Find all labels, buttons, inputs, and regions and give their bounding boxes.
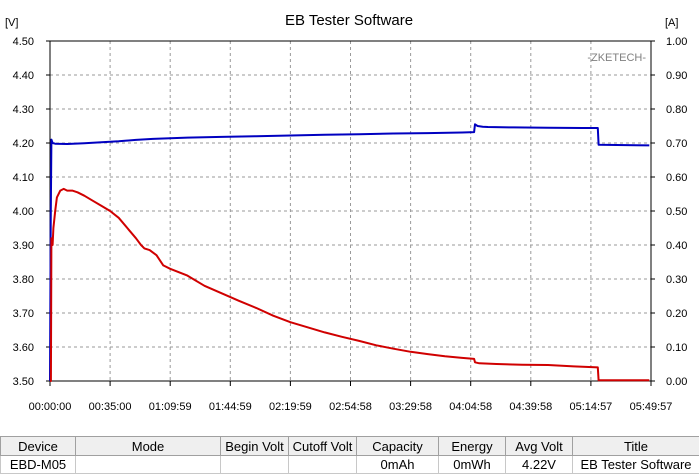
left-tick-label: 4.10 — [13, 172, 34, 184]
right-tick-label: 0.80 — [666, 104, 687, 116]
left-tick-label: 4.30 — [13, 104, 34, 116]
x-tick-label: 01:09:59 — [149, 401, 192, 413]
header-capacity[interactable]: Capacity — [356, 436, 439, 456]
info-table: Device Mode Begin Volt Cutoff Volt Capac… — [0, 436, 699, 474]
x-tick-label: 00:00:00 — [29, 401, 72, 413]
cell-begin-volt — [220, 455, 289, 474]
x-tick-label: 03:29:58 — [389, 401, 432, 413]
right-tick-label: 0.40 — [666, 240, 687, 252]
left-tick-label: 4.40 — [13, 70, 34, 82]
left-tick-label: 4.00 — [13, 206, 34, 218]
x-tick-label: 04:04:58 — [449, 401, 492, 413]
left-tick-label: 4.50 — [13, 36, 34, 48]
header-cutoff-volt[interactable]: Cutoff Volt — [288, 436, 357, 456]
right-tick-label: 0.70 — [666, 138, 687, 150]
voltage-series-line — [49, 123, 650, 382]
right-tick-label: 0.50 — [666, 206, 687, 218]
left-tick-label: 3.90 — [13, 240, 34, 252]
cell-mode — [75, 455, 221, 474]
cell-avg-volt: 4.22V — [505, 455, 573, 474]
right-tick-label: 0.00 — [666, 376, 687, 388]
table-header-row: Device Mode Begin Volt Cutoff Volt Capac… — [0, 436, 699, 456]
chart-area: EB Tester Software [V] [A] -ZKETECH- 4.5… — [5, 12, 688, 413]
cell-energy: 0mWh — [438, 455, 506, 474]
right-tick-label: 0.10 — [666, 342, 687, 354]
right-axis-unit: [A] — [665, 17, 678, 29]
left-tick-label: 3.80 — [13, 274, 34, 286]
grid-lines — [50, 41, 651, 381]
header-mode[interactable]: Mode — [75, 436, 221, 456]
header-energy[interactable]: Energy — [438, 436, 506, 456]
right-tick-label: 0.60 — [666, 172, 687, 184]
cell-device: EBD-M05 — [0, 455, 76, 474]
x-tick-label: 04:39:58 — [509, 401, 552, 413]
x-tick-label: 00:35:00 — [89, 401, 132, 413]
right-tick-label: 1.00 — [666, 36, 687, 48]
header-begin-volt[interactable]: Begin Volt — [220, 436, 289, 456]
header-device[interactable]: Device — [0, 436, 76, 456]
left-tick-label: 3.50 — [13, 376, 34, 388]
x-tick-label: 05:49:57 — [630, 401, 673, 413]
cell-capacity: 0mAh — [356, 455, 439, 474]
right-tick-label: 0.20 — [666, 308, 687, 320]
header-title[interactable]: Title — [572, 436, 699, 456]
header-avg-volt[interactable]: Avg Volt — [505, 436, 573, 456]
x-tick-label: 02:19:59 — [269, 401, 312, 413]
cell-title: EB Tester Software — [572, 455, 699, 474]
cell-cutoff-volt — [288, 455, 357, 474]
table-row[interactable]: EBD-M05 0mAh 0mWh 4.22V EB Tester Softwa… — [0, 455, 699, 474]
x-tick-label: 02:54:58 — [329, 401, 372, 413]
axis-ticks: 4.50 4.40 4.30 4.20 4.10 4.00 3.90 3.80 3.70 3.60… — [13, 36, 688, 413]
series-lines — [49, 123, 650, 382]
left-tick-label: 4.20 — [13, 138, 34, 150]
right-tick-label: 0.90 — [666, 70, 687, 82]
left-tick-label: 3.70 — [13, 308, 34, 320]
right-tick-label: 0.30 — [666, 274, 687, 286]
chart-title: EB Tester Software — [285, 12, 413, 29]
x-tick-label: 05:14:57 — [569, 401, 612, 413]
watermark: -ZKETECH- — [587, 52, 646, 64]
left-axis-unit: [V] — [5, 17, 18, 29]
left-tick-label: 3.60 — [13, 342, 34, 354]
x-tick-label: 01:44:59 — [209, 401, 252, 413]
current-series-line — [49, 187, 650, 382]
